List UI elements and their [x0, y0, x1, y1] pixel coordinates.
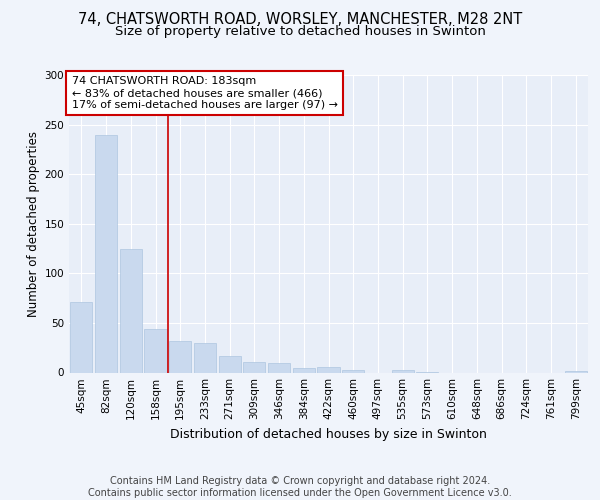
- Bar: [194, 343, 216, 372]
- Bar: [243, 362, 265, 372]
- Bar: [565, 370, 587, 372]
- Text: 74, CHATSWORTH ROAD, WORSLEY, MANCHESTER, M28 2NT: 74, CHATSWORTH ROAD, WORSLEY, MANCHESTER…: [78, 12, 522, 28]
- Bar: [293, 368, 315, 372]
- Bar: [169, 341, 191, 372]
- Bar: [342, 370, 364, 372]
- Bar: [145, 329, 167, 372]
- Bar: [268, 362, 290, 372]
- Bar: [70, 302, 92, 372]
- Bar: [119, 248, 142, 372]
- Bar: [392, 370, 414, 372]
- Text: 74 CHATSWORTH ROAD: 183sqm
← 83% of detached houses are smaller (466)
17% of sem: 74 CHATSWORTH ROAD: 183sqm ← 83% of deta…: [71, 76, 338, 110]
- Bar: [317, 366, 340, 372]
- Y-axis label: Number of detached properties: Number of detached properties: [27, 130, 40, 317]
- X-axis label: Distribution of detached houses by size in Swinton: Distribution of detached houses by size …: [170, 428, 487, 441]
- Text: Size of property relative to detached houses in Swinton: Size of property relative to detached ho…: [115, 25, 485, 38]
- Bar: [218, 356, 241, 372]
- Text: Contains HM Land Registry data © Crown copyright and database right 2024.
Contai: Contains HM Land Registry data © Crown c…: [88, 476, 512, 498]
- Bar: [95, 136, 117, 372]
